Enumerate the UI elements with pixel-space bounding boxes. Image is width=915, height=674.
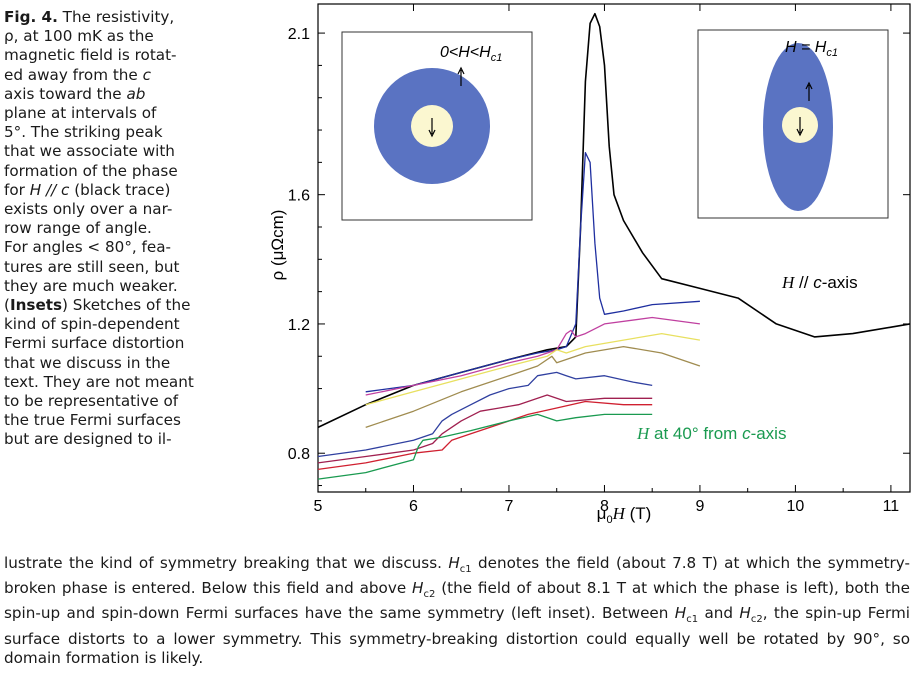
side-fragment: Insets <box>9 296 63 315</box>
side-fragment: for <box>4 180 30 199</box>
side-fragment: For angles < 80°, fea- <box>4 238 172 257</box>
side-fragment: text. They are not meant <box>4 372 194 391</box>
side-fragment: kind of spin-dependent <box>4 315 180 334</box>
series-layer <box>317 12 911 480</box>
spin-up-arrow-icon <box>457 66 465 86</box>
figure: 5 6 7 8 9 10 11 0.8 1.2 1.6 2.1 0<H<Hc1 H = Hc1 H … <box>240 0 915 559</box>
green-trace-label: H at 40° from c-axis <box>636 424 786 443</box>
side-fragment: that we associate with <box>4 142 175 161</box>
inset-right: H = Hc1 <box>697 29 889 219</box>
x-tick-label: 11 <box>883 498 900 515</box>
axes: 5 6 7 8 9 10 11 0.8 1.2 1.6 2.1 <box>288 3 911 515</box>
side-fragment: axis toward the <box>4 84 127 103</box>
series-line-7 <box>317 400 653 471</box>
side-fragment: plane at intervals of <box>4 104 157 123</box>
side-fragment: ab <box>126 84 146 103</box>
bottom-fragment: H <box>412 579 424 598</box>
bottom-fragment: lustrate the kind of symmetry breaking t… <box>4 554 449 572</box>
x-tick-label: 9 <box>695 498 704 515</box>
y-axis-label: ρ (μΩcm) <box>268 210 287 281</box>
side-fragment: c <box>142 65 151 84</box>
series-line-5 <box>317 371 653 458</box>
bottom-fragment: (the field of about 8.1 T at which the p… <box>4 579 910 623</box>
side-fragment: formation of the phase <box>4 161 178 180</box>
figure-caption-side: Fig. 4. The resistivity, ρ, at 100 mK as … <box>4 8 304 450</box>
inset-left-label: 0<H<Hc1 <box>440 44 502 64</box>
x-tick-label: 7 <box>505 498 514 515</box>
series-line-6 <box>317 394 653 464</box>
side-fragment: that we discuss in the <box>4 353 171 372</box>
figure-caption-bottom: lustrate the kind of symmetry breaking t… <box>4 554 910 668</box>
y-tick-label: 1.6 <box>288 188 310 205</box>
spin-up-arrow-icon <box>805 81 813 101</box>
side-fragment: ( <box>4 296 10 315</box>
series-line-4 <box>365 345 701 429</box>
side-fragment: (black trace) <box>69 180 171 199</box>
side-fragment: they are much weaker. <box>4 276 178 295</box>
bottom-fragment: H <box>674 604 687 623</box>
spin-down-arrow-icon <box>796 117 804 137</box>
bottom-fragment: c1 <box>459 564 472 576</box>
bottom-fragment: c2 <box>423 589 436 601</box>
series-line-3 <box>365 332 701 406</box>
x-tick-label: 8 <box>600 498 609 515</box>
bottom-fragment: H <box>739 604 751 623</box>
side-fragment: the true Fermi surfaces <box>4 411 181 430</box>
x-tick-label: 10 <box>787 498 805 515</box>
side-fragment: to be representative of <box>4 392 179 411</box>
x-tick-label: 6 <box>409 498 418 515</box>
series-line-2 <box>365 316 700 396</box>
side-fragment: Fermi surface distortion <box>4 334 185 353</box>
y-tick-label: 1.2 <box>288 317 310 334</box>
side-fragment: 5°. The striking peak <box>4 123 163 142</box>
side-fragment: tures are still seen, but <box>4 257 180 276</box>
inset-right-label: H = Hc1 <box>785 39 838 59</box>
black-trace-label: H // c-axis <box>781 273 858 292</box>
side-fragment: ) Sketches of the <box>62 296 191 315</box>
spin-down-arrow-icon <box>428 118 436 138</box>
bottom-fragment: , the spin-up Fermi surface distorts to … <box>4 604 910 667</box>
series-line-8 <box>317 413 653 480</box>
x-axis-label: μ0H (T) <box>597 504 652 526</box>
side-fragment: The resistivity, <box>57 8 175 26</box>
bottom-fragment: c2 <box>750 614 763 626</box>
bottom-fragment: H <box>448 554 460 572</box>
series-line-1 <box>365 152 700 393</box>
inset-left: 0<H<Hc1 <box>341 31 533 221</box>
side-fragment: ed away from the <box>4 65 143 84</box>
side-fragment: Fig. 4. <box>4 8 58 26</box>
y-tick-label: 2.1 <box>288 26 310 43</box>
bottom-fragment: denotes the field (about 7.8 T) at which… <box>4 554 910 598</box>
side-fragment: magnetic field is rotat- <box>4 46 177 65</box>
resistivity-chart: 5 6 7 8 9 10 11 0.8 1.2 1.6 2.1 0<H<Hc1 H = Hc1 H … <box>268 3 911 526</box>
side-fragment: H // c <box>29 180 70 199</box>
side-fragment: ρ, at 100 mK as the <box>4 27 154 46</box>
x-tick-label: 5 <box>314 498 323 515</box>
bottom-fragment: and <box>698 604 740 623</box>
y-tick-label: 0.8 <box>288 446 310 463</box>
plot-frame <box>317 3 911 493</box>
side-fragment: exists only over a nar- <box>4 200 173 219</box>
bottom-fragment: c1 <box>686 614 699 626</box>
side-fragment: but are designed to il- <box>4 430 172 449</box>
side-fragment: row range of angle. <box>4 219 152 238</box>
